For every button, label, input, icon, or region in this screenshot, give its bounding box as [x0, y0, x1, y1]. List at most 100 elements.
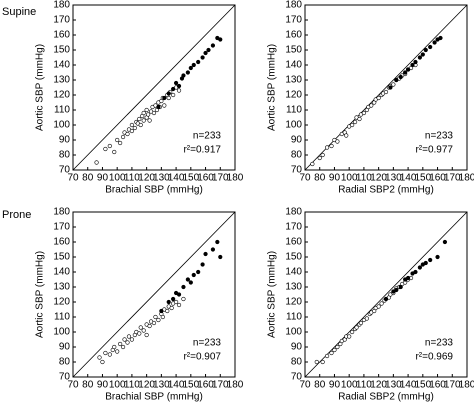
data-point — [383, 89, 389, 95]
y-tick-label: 110 — [286, 105, 302, 116]
data-point — [122, 337, 127, 342]
data-point — [361, 110, 367, 116]
data-point — [97, 355, 102, 360]
data-point — [417, 55, 422, 60]
x-tick-label: 100 — [109, 380, 126, 391]
row-label: Supine — [2, 6, 36, 18]
data-point — [210, 43, 216, 48]
data-point — [413, 269, 418, 275]
plot-frame — [72, 211, 236, 378]
data-point — [357, 116, 362, 122]
row-label: Prone — [2, 209, 31, 221]
data-point — [369, 103, 374, 108]
x-tick-label: 80 — [82, 173, 94, 184]
x-tick-label: 80 — [82, 380, 94, 391]
data-point — [435, 254, 440, 260]
plot-frame — [72, 4, 236, 171]
x-tick-label: 100 — [109, 173, 126, 184]
data-point — [215, 239, 220, 245]
y-tick-label: 180 — [285, 207, 302, 218]
identity-line — [304, 4, 468, 171]
x-tick-label: 160 — [197, 380, 214, 391]
y-tick-label: 90 — [291, 342, 303, 353]
data-point — [391, 82, 396, 87]
data-point — [376, 304, 381, 309]
x-tick-label: 100 — [341, 173, 358, 184]
data-point — [185, 277, 190, 282]
data-point — [176, 302, 182, 308]
y-tick-label: 90 — [59, 135, 71, 146]
x-tick-label: 70 — [67, 173, 79, 184]
data-point — [107, 143, 112, 149]
data-point — [160, 314, 165, 320]
data-point — [438, 35, 443, 41]
y-tick-label: 110 — [54, 312, 70, 323]
annotation: r²=0.969 — [415, 352, 453, 363]
data-point — [129, 337, 135, 342]
y-tick-label: 100 — [285, 327, 302, 338]
x-tick-label: 160 — [197, 173, 214, 184]
data-point — [329, 143, 334, 149]
y-tick-label: 140 — [53, 267, 70, 278]
x-tick-label: 70 — [67, 380, 79, 391]
data-point — [352, 119, 358, 125]
data-point — [129, 122, 135, 128]
data-point — [132, 125, 137, 131]
data-point — [417, 265, 422, 270]
y-axis-label: Aortic SBP (mmHg) — [35, 251, 46, 338]
data-point — [320, 359, 325, 365]
y-tick-label: 110 — [286, 312, 302, 323]
data-point — [188, 65, 193, 71]
data-point — [324, 353, 330, 359]
data-point — [156, 317, 161, 323]
data-point — [200, 55, 205, 60]
x-tick-label: 140 — [168, 380, 185, 391]
data-point — [125, 340, 130, 345]
x-tick-label: 150 — [414, 380, 431, 391]
data-point — [153, 314, 158, 320]
data-point — [120, 344, 126, 350]
data-point — [428, 257, 433, 263]
data-point — [218, 254, 223, 260]
y-tick-label: 170 — [285, 15, 302, 26]
y-tick-label: 160 — [53, 237, 70, 248]
data-point — [118, 341, 123, 347]
y-tick-label: 100 — [53, 120, 70, 131]
x-tick-label: 70 — [299, 173, 311, 184]
data-point — [218, 37, 223, 42]
data-point — [191, 272, 196, 278]
data-point — [141, 110, 146, 116]
data-point — [181, 296, 186, 302]
data-point — [100, 359, 105, 365]
data-point — [379, 301, 384, 306]
data-point — [388, 85, 393, 90]
y-tick-label: 180 — [285, 0, 302, 11]
x-tick-label: 180 — [227, 173, 244, 184]
y-tick-label: 120 — [285, 90, 302, 101]
x-tick-label: 180 — [459, 380, 474, 391]
data-point — [138, 122, 143, 128]
x-tick-label: 180 — [227, 380, 244, 391]
y-tick-label: 120 — [53, 90, 70, 101]
data-point — [159, 308, 164, 314]
x-tick-label: 90 — [97, 173, 109, 184]
x-tick-label: 120 — [370, 173, 387, 184]
x-tick-label: 110 — [124, 380, 140, 391]
x-tick-label: 80 — [314, 380, 326, 391]
data-point — [332, 347, 337, 353]
data-point — [141, 118, 146, 123]
y-tick-label: 80 — [59, 357, 71, 368]
y-axis-label: Aortic SBP (mmHg) — [35, 44, 46, 131]
annotation: n=233 — [193, 338, 222, 349]
data-point — [364, 316, 369, 321]
data-point — [423, 47, 428, 53]
y-tick-label: 180 — [53, 0, 70, 11]
data-point — [176, 292, 182, 297]
data-point — [147, 323, 152, 329]
y-axis-label: Aortic SBP (mmHg) — [267, 44, 278, 131]
annotation: r²=0.977 — [415, 145, 453, 156]
data-point — [185, 70, 190, 75]
x-tick-label: 180 — [459, 173, 474, 184]
data-point — [196, 269, 201, 275]
